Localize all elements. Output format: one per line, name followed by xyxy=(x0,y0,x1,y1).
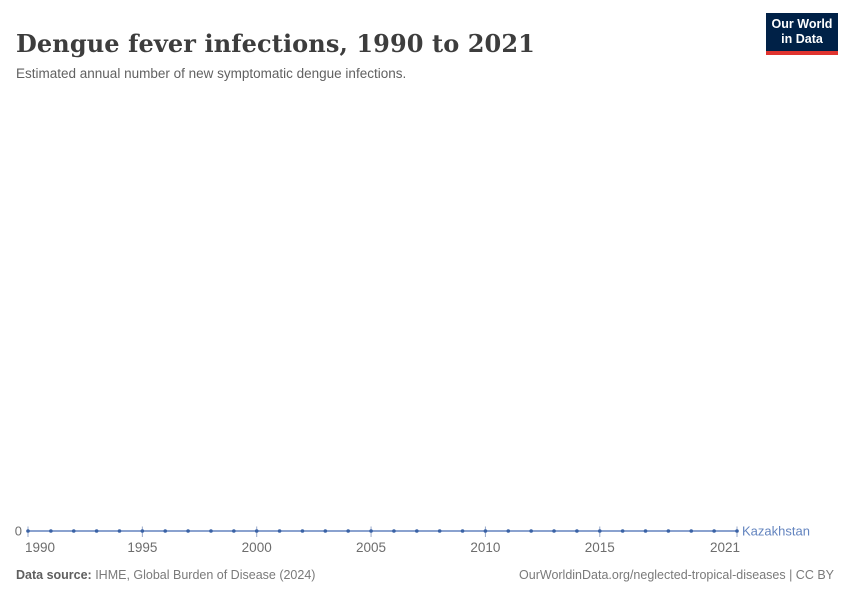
series-label-kazakhstan[interactable]: Kazakhstan xyxy=(742,524,810,539)
owid-logo: Our World in Data xyxy=(766,13,838,55)
data-point-marker[interactable] xyxy=(552,529,556,533)
data-point-marker[interactable] xyxy=(26,529,30,533)
data-point-marker[interactable] xyxy=(620,529,625,533)
data-point-marker[interactable] xyxy=(735,529,739,533)
chart-footer: Data source: IHME, Global Burden of Dise… xyxy=(16,568,834,582)
x-tick-label: 2015 xyxy=(585,540,615,555)
data-point-marker[interactable] xyxy=(277,529,282,533)
series-markers[interactable] xyxy=(26,529,739,533)
owid-logo-line2: in Data xyxy=(781,32,823,46)
data-point-marker[interactable] xyxy=(94,529,99,533)
data-point-marker[interactable] xyxy=(597,529,602,533)
data-point-marker[interactable] xyxy=(437,529,442,533)
data-point-marker[interactable] xyxy=(689,529,694,533)
data-point-marker[interactable] xyxy=(254,529,259,533)
data-point-marker[interactable] xyxy=(483,529,488,533)
data-point-marker[interactable] xyxy=(460,529,465,533)
x-axis-labels: 1990 1995 2000 2005 2010 2015 2021 xyxy=(25,540,740,555)
data-point-marker[interactable] xyxy=(575,529,579,533)
data-point-marker[interactable] xyxy=(643,529,648,533)
x-tick-label: 2005 xyxy=(356,540,386,555)
data-point-marker[interactable] xyxy=(300,529,305,533)
owid-logo-box: Our World in Data xyxy=(766,13,838,51)
data-point-marker[interactable] xyxy=(415,529,419,533)
owid-logo-red-bar xyxy=(766,51,838,55)
data-point-marker[interactable] xyxy=(506,529,511,533)
chart-subtitle: Estimated annual number of new symptomat… xyxy=(16,65,407,81)
data-point-marker[interactable] xyxy=(49,529,53,533)
data-point-marker[interactable] xyxy=(209,529,213,533)
x-tick-label: 2010 xyxy=(470,540,500,555)
x-tick-label: 1990 xyxy=(25,540,55,555)
data-source-label: Data source: xyxy=(16,568,92,582)
x-tick-label: 2000 xyxy=(242,540,272,555)
data-point-marker[interactable] xyxy=(392,529,396,533)
data-point-marker[interactable] xyxy=(117,529,122,533)
data-point-marker[interactable] xyxy=(232,529,236,533)
y-axis-zero-label: 0 xyxy=(15,524,22,539)
data-point-marker[interactable] xyxy=(346,529,350,533)
data-source-value: IHME, Global Burden of Disease (2024) xyxy=(91,568,316,582)
data-point-marker[interactable] xyxy=(140,529,145,533)
data-point-marker[interactable] xyxy=(529,529,533,533)
data-point-marker[interactable] xyxy=(323,529,328,533)
attribution: OurWorldinData.org/neglected-tropical-di… xyxy=(519,568,834,582)
owid-logo-line1: Our World xyxy=(771,17,833,31)
data-point-marker[interactable] xyxy=(71,529,76,533)
data-source: Data source: IHME, Global Burden of Dise… xyxy=(16,568,315,582)
chart-title: Dengue fever infections, 1990 to 2021 xyxy=(16,29,535,59)
data-point-marker[interactable] xyxy=(712,529,716,533)
data-point-marker[interactable] xyxy=(163,529,168,533)
x-tick-label: 1995 xyxy=(127,540,157,555)
data-point-marker[interactable] xyxy=(666,529,671,533)
data-point-marker[interactable] xyxy=(186,529,190,533)
x-tick-label: 2021 xyxy=(710,540,740,555)
data-point-marker[interactable] xyxy=(369,529,373,533)
